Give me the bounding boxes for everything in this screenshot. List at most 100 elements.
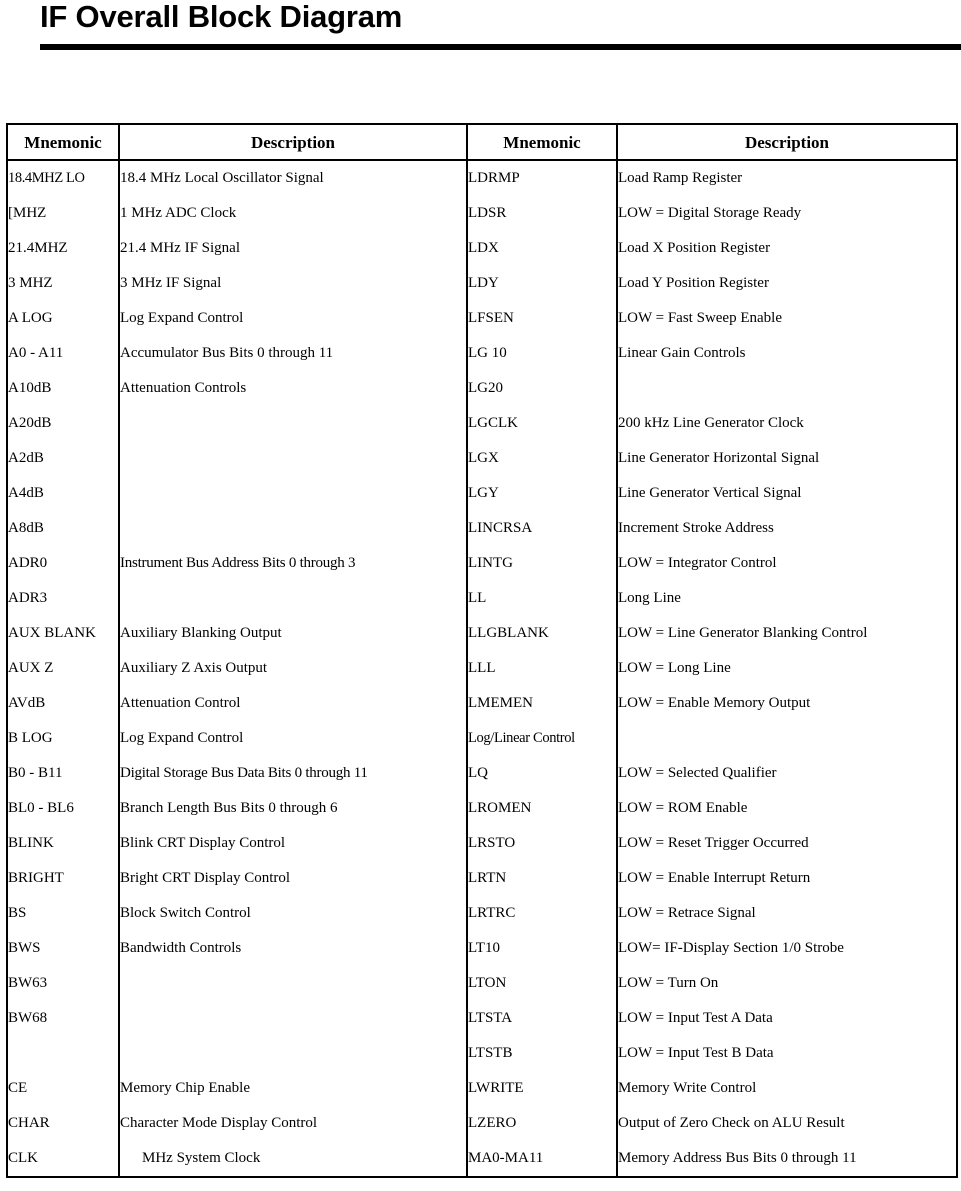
table-row: ADR0 Instrument Bus Address Bits 0 throug… [7,546,957,581]
cell-description-2: LOW = Input Test B Data [617,1036,957,1071]
cell-mnemonic-1-text: BW68 [8,1010,48,1026]
table-row: AUX Z Auxiliary Z Axis Output LLL LOW = Lon… [7,651,957,686]
cell-mnemonic-1: CE [7,1071,120,1106]
table-header-row: Mnemonic Description Mnemonic Descriptio… [7,124,957,161]
cell-mnemonic-1-text: AUX Z [8,660,54,676]
title-block: IF Overall Block Diagram [0,0,961,60]
cell-mnemonic-2: LINCRSA [467,511,618,546]
cell-description-2: LOW = Input Test A Data [617,1001,957,1036]
cell-description-1 [119,511,468,546]
cell-description-2: Load X Position Register [617,231,957,266]
cell-mnemonic-1-text: ADR3 [8,590,48,606]
cell-description-1 [119,581,468,616]
cell-description-1: Log Expand Control [119,721,468,756]
cell-mnemonic-1-text: 18.4MHZ LO [8,170,85,186]
cell-mnemonic-1: 3 MHZ [7,266,120,301]
cell-description-2-text: Output of Zero Check on ALU Result [618,1115,845,1131]
cell-description-2-text: Load Y Position Register [618,275,769,291]
cell-mnemonic-2: LLGBLANK [467,616,618,651]
cell-mnemonic-1-text: 21.4MHZ [8,240,68,256]
cell-mnemonic-1-text: AVdB [8,695,46,711]
cell-mnemonic-1: [MHZ [7,196,120,231]
table-row: 21.4MHZ 21.4 MHz IF Signal LDX Load X Posit… [7,231,957,266]
cell-description-2-text: LOW = Retrace Signal [618,905,756,921]
cell-mnemonic-2-text: MA0-MA11 [468,1150,544,1166]
cell-description-2 [617,721,957,756]
cell-mnemonic-1 [7,1036,120,1071]
cell-mnemonic-1: ADR3 [7,581,120,616]
cell-description-2 [617,371,957,406]
cell-description-1-text: Character Mode Display Control [120,1115,318,1131]
table-row: BL0 - BL6 Branch Length Bus Bits 0 throug… [7,791,957,826]
cell-mnemonic-1: A20dB [7,406,120,441]
cell-mnemonic-2: LT10 [467,931,618,966]
cell-description-1-text: Log Expand Control [120,310,244,326]
title-underline-rule [40,44,961,50]
cell-mnemonic-1-text: A0 - A11 [8,345,64,361]
cell-description-2-text: LOW = Line Generator Blanking Control [618,625,868,641]
cell-description-1-text: Branch Length Bus Bits 0 through 6 [120,800,338,816]
cell-description-2: Load Y Position Register [617,266,957,301]
cell-description-1: Log Expand Control [119,301,468,336]
cell-mnemonic-1: CLK [7,1141,120,1177]
cell-description-1-text: Bandwidth Controls [120,940,242,956]
cell-mnemonic-1-text: B LOG [8,730,53,746]
cell-description-2: Memory Write Control [617,1071,957,1106]
cell-mnemonic-2-text: LTSTA [468,1010,513,1026]
cell-mnemonic-2-text: LT10 [468,940,500,956]
table-row: [MHZ 1 MHz ADC Clock LDSR LOW = Digital Sto… [7,196,957,231]
cell-mnemonic-2-text: LLGBLANK [468,625,549,641]
table-row: A LOG Log Expand Control LFSEN LOW = Fast S… [7,301,957,336]
cell-mnemonic-2-text: LZERO [468,1115,517,1131]
cell-description-1: Accumulator Bus Bits 0 through 11 [119,336,468,371]
cell-mnemonic-1-text: BS [8,905,27,921]
cell-description-1 [119,406,468,441]
cell-description-1 [119,1001,468,1036]
table-row: LTSTB LOW = Input Test B Data [7,1036,957,1071]
cell-description-2: LOW = Reset Trigger Occurred [617,826,957,861]
cell-description-1: Character Mode Display Control [119,1106,468,1141]
cell-description-1: Auxiliary Z Axis Output [119,651,468,686]
cell-mnemonic-2: LGY [467,476,618,511]
cell-mnemonic-1-text: BWS [8,940,41,956]
cell-mnemonic-2: LZERO [467,1106,618,1141]
cell-description-2-text: LOW = Enable Interrupt Return [618,870,811,886]
cell-description-1 [119,1036,468,1071]
cell-mnemonic-1: AUX Z [7,651,120,686]
cell-mnemonic-2: LTSTB [467,1036,618,1071]
cell-mnemonic-1-text: A10dB [8,380,52,396]
cell-mnemonic-1: 21.4MHZ [7,231,120,266]
cell-description-2: LOW = Enable Interrupt Return [617,861,957,896]
table-row: CLK MHz System Clock MA0-MA11 Memory Addres… [7,1141,957,1177]
cell-description-1: MHz System Clock [119,1141,468,1177]
cell-mnemonic-1: BRIGHT [7,861,120,896]
page-title: IF Overall Block Diagram [40,0,403,34]
cell-mnemonic-2-text: LINCRSA [468,520,533,536]
mnemonic-table-container: Mnemonic Description Mnemonic Descriptio… [6,123,958,1178]
cell-mnemonic-2: LL [467,581,618,616]
cell-description-2: LOW = ROM Enable [617,791,957,826]
cell-mnemonic-2-text: LG20 [468,380,503,396]
cell-mnemonic-1: AUX BLANK [7,616,120,651]
cell-mnemonic-2: LRTN [467,861,618,896]
cell-mnemonic-2-text: LGX [468,450,499,466]
cell-description-1 [119,966,468,1001]
cell-mnemonic-2: LQ [467,756,618,791]
column-header-mnemonic-2: Mnemonic [467,124,618,161]
cell-mnemonic-2: LMEMEN [467,686,618,721]
cell-mnemonic-1: A4dB [7,476,120,511]
cell-mnemonic-1: BL0 - BL6 [7,791,120,826]
cell-description-1: Branch Length Bus Bits 0 through 6 [119,791,468,826]
cell-description-1: Blink CRT Display Control [119,826,468,861]
cell-mnemonic-1: BLINK [7,826,120,861]
cell-mnemonic-2: LGCLK [467,406,618,441]
cell-mnemonic-1: BW63 [7,966,120,1001]
cell-mnemonic-2-text: LQ [468,765,488,781]
table-row: CE Memory Chip Enable LWRITE Memory Write C… [7,1071,957,1106]
table-row: CHAR Character Mode Display Control LZERO O… [7,1106,957,1141]
cell-description-1: 1 MHz ADC Clock [119,196,468,231]
cell-description-2: Linear Gain Controls [617,336,957,371]
cell-mnemonic-2-text: LDRMP [468,170,520,186]
table-row: A8dB LINCRSA Increment Stroke Address [7,511,957,546]
cell-description-1: Attenuation Controls [119,371,468,406]
